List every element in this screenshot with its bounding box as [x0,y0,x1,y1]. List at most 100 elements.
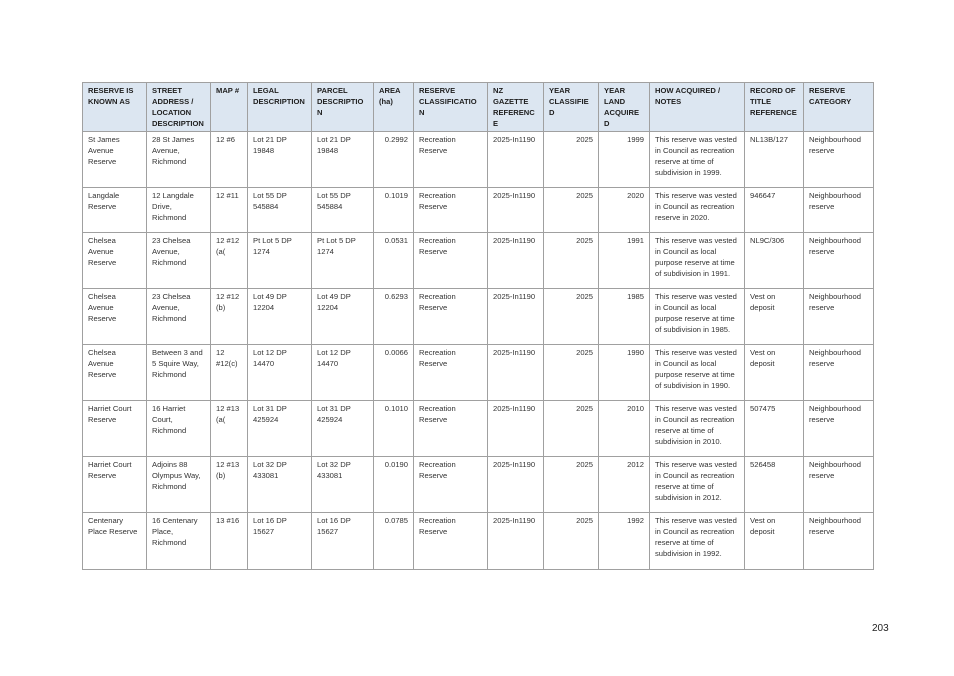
table-cell: Recreation Reserve [413,232,488,289]
table-cell: 0.1019 [373,187,414,233]
table-cell: This reserve was vested in Council as lo… [649,232,745,289]
table-cell: 2025-In1190 [487,288,544,345]
header-cell: STREET ADDRESS / LOCATION DESCRIPTION [146,82,211,132]
table-row: Chelsea Avenue Reserve 23 Chelsea Avenue,… [82,288,874,345]
table-cell: This reserve was vested in Council as re… [649,187,745,233]
table-cell: Lot 12 DP 14470 [311,344,374,401]
table-row: Harriet Court Reserve Adjoins 88 Olympus … [82,456,874,513]
table-cell: Recreation Reserve [413,288,488,345]
table-cell: 1999 [598,131,650,188]
table-cell: Chelsea Avenue Reserve [82,344,147,401]
table-cell: Recreation Reserve [413,344,488,401]
table-cell: 2025 [543,131,599,188]
table-cell: Recreation Reserve [413,512,488,570]
table-cell: Vest on deposit [744,344,804,401]
header-row: RESERVE IS KNOWN AS STREET ADDRESS / LOCA… [82,82,874,132]
header-cell: MAP # [210,82,248,132]
table-cell: 2025 [543,400,599,457]
table-cell: 1985 [598,288,650,345]
header-cell: NZ GAZETTE REFERENCE [487,82,544,132]
table-cell: Harriet Court Reserve [82,456,147,513]
table-cell: 2010 [598,400,650,457]
header-cell: RESERVE CATEGORY [803,82,874,132]
table-cell: 12 #6 [210,131,248,188]
table-cell: This reserve was vested in Council as lo… [649,288,745,345]
header-cell: HOW ACQUIRED / NOTES [649,82,745,132]
header-cell: YEAR LAND ACQUIRED [598,82,650,132]
table-cell: Lot 32 DP 433081 [247,456,312,513]
table-cell: 12 #11 [210,187,248,233]
header-cell: RESERVE CLASSIFICATION [413,82,488,132]
table-cell: 2025 [543,187,599,233]
table-row: St James Avenue Reserve 28 St James Avenu… [82,131,874,188]
table-cell: Neighbourhood reserve [803,344,874,401]
table-cell: 0.0785 [373,512,414,570]
table-cell: 2025-In1190 [487,131,544,188]
table-cell: Pt Lot 5 DP 1274 [247,232,312,289]
table-cell: 507475 [744,400,804,457]
table-cell: 2025 [543,288,599,345]
table-cell: Lot 49 DP 12204 [311,288,374,345]
table-cell: NL13B/127 [744,131,804,188]
table-cell: 2025 [543,512,599,570]
table-cell: 1991 [598,232,650,289]
reserves-table: RESERVE IS KNOWN AS STREET ADDRESS / LOCA… [82,82,874,570]
table-cell: Neighbourhood reserve [803,456,874,513]
table-cell: 0.0190 [373,456,414,513]
table-cell: Lot 21 DP 19848 [247,131,312,188]
table-cell: This reserve was vested in Council as re… [649,400,745,457]
table-cell: 12 #13 (a( [210,400,248,457]
table-cell: 2025-In1190 [487,456,544,513]
table-cell: Neighbourhood reserve [803,288,874,345]
table-cell: 2025-In1190 [487,400,544,457]
table-cell: 0.2992 [373,131,414,188]
page-number: 203 [872,623,889,634]
table-cell: 2012 [598,456,650,513]
table-cell: 0.0531 [373,232,414,289]
header-cell: RECORD OF TITLE REFERENCE [744,82,804,132]
table-cell: Lot 12 DP 14470 [247,344,312,401]
table-cell: Lot 21 DP 19848 [311,131,374,188]
table-cell: Recreation Reserve [413,456,488,513]
table-body: St James Avenue Reserve 28 St James Avenu… [82,131,874,570]
table-cell: This reserve was vested in Council as re… [649,512,745,570]
table-cell: Chelsea Avenue Reserve [82,288,147,345]
table-cell: 23 Chelsea Avenue, Richmond [146,288,211,345]
table-cell: Lot 32 DP 433081 [311,456,374,513]
table-cell: 2025 [543,232,599,289]
table-cell: Lot 55 DP 545884 [311,187,374,233]
table-cell: St James Avenue Reserve [82,131,147,188]
table-cell: 0.1010 [373,400,414,457]
table-cell: Vest on deposit [744,512,804,570]
table-cell: Lot 31 DP 425924 [311,400,374,457]
table-cell: 12 #12 (b) [210,288,248,345]
table-cell: Neighbourhood reserve [803,232,874,289]
table-cell: Between 3 and 5 Squire Way, Richmond [146,344,211,401]
table-cell: Lot 16 DP 15627 [247,512,312,570]
table-cell: Chelsea Avenue Reserve [82,232,147,289]
table-cell: Vest on deposit [744,288,804,345]
table-cell: 0.0066 [373,344,414,401]
table-cell: Neighbourhood reserve [803,400,874,457]
table-cell: 28 St James Avenue, Richmond [146,131,211,188]
table-cell: 12 #12 (a( [210,232,248,289]
table-cell: 16 Centenary Place, Richmond [146,512,211,570]
table-cell: Neighbourhood reserve [803,131,874,188]
table-cell: 13 #16 [210,512,248,570]
table-cell: 2025 [543,344,599,401]
table-cell: Lot 55 DP 545884 [247,187,312,233]
table-cell: 0.6293 [373,288,414,345]
table-cell: Harriet Court Reserve [82,400,147,457]
header-cell: AREA (ha) [373,82,414,132]
table-cell: This reserve was vested in Council as re… [649,456,745,513]
table-cell: Langdale Reserve [82,187,147,233]
table-cell: Neighbourhood reserve [803,512,874,570]
table-cell: 1992 [598,512,650,570]
table-cell: Lot 31 DP 425924 [247,400,312,457]
table-cell: Centenary Place Reserve [82,512,147,570]
table-cell: Recreation Reserve [413,400,488,457]
table-row: Chelsea Avenue Reserve 23 Chelsea Avenue,… [82,232,874,289]
table-cell: Lot 49 DP 12204 [247,288,312,345]
table-cell: Adjoins 88 Olympus Way, Richmond [146,456,211,513]
